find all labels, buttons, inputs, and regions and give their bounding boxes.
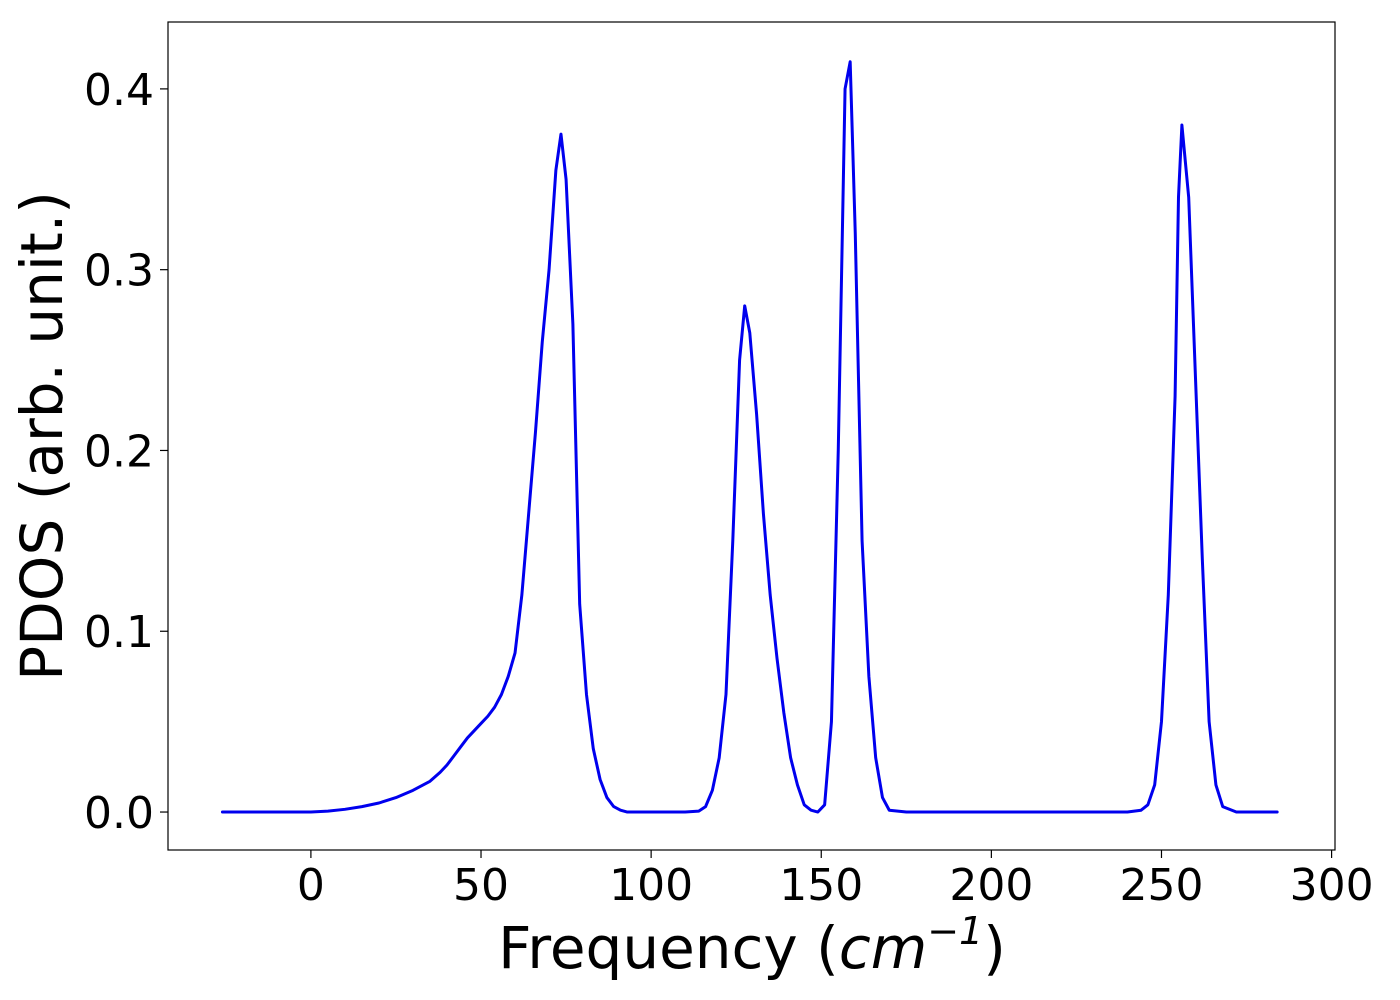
x-axis-title: Frequency (cm−1) bbox=[498, 909, 1006, 982]
series-layer bbox=[220, 60, 1279, 814]
x-tick-label: 150 bbox=[779, 860, 863, 911]
x-tick-label: 200 bbox=[949, 860, 1033, 911]
x-tick-label: 300 bbox=[1290, 860, 1374, 911]
y-axis-title: PDOS (arb. unit.) bbox=[8, 191, 76, 681]
x-axis-title-suffix: ) bbox=[983, 914, 1006, 982]
x-axis-title-prefix: Frequency ( bbox=[498, 914, 839, 982]
x-tick-label: 100 bbox=[609, 860, 693, 911]
y-tick-label: 0.4 bbox=[84, 65, 154, 116]
x-tick-label: 50 bbox=[453, 860, 509, 911]
x-axis-ticks: 0 50 100 150 200 250 300 bbox=[297, 850, 1374, 911]
x-axis-title-superscript: −1 bbox=[927, 909, 983, 953]
plot-frame bbox=[167, 21, 1336, 851]
pdos-series-line bbox=[220, 60, 1279, 814]
x-tick-label: 0 bbox=[297, 860, 325, 911]
y-tick-label: 0.0 bbox=[84, 788, 154, 839]
x-tick-label: 250 bbox=[1119, 860, 1203, 911]
y-tick-label: 0.1 bbox=[84, 607, 154, 658]
y-tick-label: 0.2 bbox=[84, 426, 154, 477]
y-tick-label: 0.3 bbox=[84, 246, 154, 297]
y-axis-ticks: 0.0 0.1 0.2 0.3 0.4 bbox=[84, 65, 168, 839]
x-axis-title-math: cm bbox=[839, 914, 927, 982]
